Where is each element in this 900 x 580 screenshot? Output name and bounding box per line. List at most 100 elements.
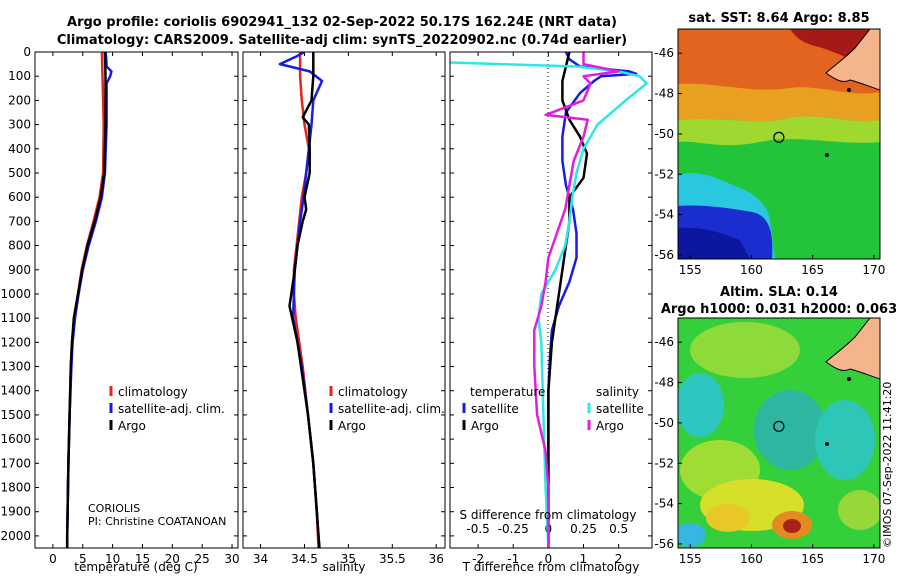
lon-tick-label: 165 — [801, 263, 824, 277]
difference-y-ticks — [450, 51, 652, 537]
salinity-panel: 34 34.5 35 35.5 36 salinity climatology sate… — [242, 51, 446, 574]
lon-tick-label: 170 — [862, 552, 885, 566]
x-tick-label: 0 — [49, 552, 57, 566]
lat-tick-label: -48 — [654, 87, 674, 101]
land-new-zealand — [825, 318, 880, 380]
salinity-legend: climatology satellite-adj. clim. Argo — [329, 385, 445, 433]
lon-tick-label: 165 — [801, 552, 824, 566]
lat-tick-label: -50 — [654, 416, 674, 430]
lon-tick-label: 160 — [740, 263, 763, 277]
sla-blob — [690, 322, 800, 378]
sla-map-title: Altim. SLA: 0.14 — [720, 285, 838, 300]
lon-tick-label: 155 — [679, 552, 702, 566]
x-tick-label: 35.5 — [379, 552, 406, 566]
x-tick-label: 5 — [79, 552, 87, 566]
lat-tick-label: -46 — [654, 46, 674, 60]
sst-map-lon-ticks: 155 160 165 170 — [679, 255, 885, 277]
lon-tick-label: 160 — [740, 552, 763, 566]
sst-map-title: sat. SST: 8.64 Argo: 8.85 — [688, 11, 869, 26]
x-tick-label: 0 — [545, 552, 553, 566]
sst-yellow-band — [678, 116, 880, 146]
imos-watermark: ©IMOS 07-Sep-2022 11:41:20 — [881, 382, 894, 548]
y-tick-label: 200 — [8, 93, 31, 107]
sla-map-panel: Altim. SLA: 0.14 Argo h1000: 0.031 h2000… — [654, 285, 897, 566]
series-salinity-argo — [533, 52, 620, 548]
legend-header-temperature: temperature — [470, 385, 545, 399]
y-tick-label: 700 — [8, 214, 31, 228]
legend-s-satellite: satellite — [596, 402, 644, 416]
series-salinity-satellite — [450, 61, 648, 548]
temperature-legend: climatology satellite-adj. clim. Argo — [109, 385, 225, 433]
y-tick-label: 1100 — [0, 311, 31, 325]
temperature-lines — [65, 52, 113, 548]
y-tick-label: 1200 — [0, 335, 31, 349]
island-marker — [825, 153, 829, 157]
lat-tick-label: -52 — [654, 167, 674, 181]
island-marker — [847, 88, 851, 92]
salinity-plot-area — [243, 52, 445, 548]
sla-blob — [754, 390, 826, 470]
lon-tick-label: 170 — [862, 263, 885, 277]
salinity-lines — [278, 52, 324, 548]
legend-satellite: satellite-adj. clim. — [118, 402, 225, 416]
y-tick-label: 1700 — [0, 456, 31, 470]
sla-blob — [838, 490, 880, 530]
lat-tick-label: -52 — [654, 456, 674, 470]
difference-plot-area — [450, 52, 652, 548]
y-tick-label: 2000 — [0, 529, 31, 543]
header-line-1: Argo profile: coriolis 6902941_132 02-Se… — [67, 15, 617, 30]
temperature-xlabel: temperature (deg C) — [74, 560, 197, 574]
x-tick-label: -1 — [507, 552, 519, 566]
sst-coldest-zone — [678, 227, 750, 259]
sst-map-panel: sat. SST: 8.64 Argo: 8.85 155 160 165 170 -… — [654, 11, 885, 277]
sst-map-frame — [677, 28, 881, 260]
sla-blob — [678, 523, 706, 547]
series-argo — [65, 52, 107, 548]
x-tick-label: 34 — [253, 552, 268, 566]
sst-field-blobs — [678, 29, 880, 259]
legend-climatology: climatology — [118, 385, 188, 399]
sla-map-lat-ticks: -46 -48 -50 -52 -54 -56 — [654, 335, 682, 551]
lat-tick-label: -54 — [654, 208, 674, 222]
temperature-panel: 0100200300400500600700800900100011001200… — [0, 45, 239, 574]
difference-legend: temperature salinity satellite Argo sate… — [462, 385, 644, 433]
lat-tick-label: -48 — [654, 376, 674, 390]
y-tick-label: 1000 — [0, 287, 31, 301]
credit-name: CORIOLIS — [88, 502, 140, 515]
y-tick-label: 1900 — [0, 505, 31, 519]
lon-tick-label: 155 — [679, 263, 702, 277]
series-argo — [288, 52, 321, 548]
legend-header-salinity: salinity — [596, 385, 639, 399]
sla-blob — [706, 504, 750, 532]
sla-map-frame — [677, 317, 881, 549]
y-tick-label: 100 — [8, 69, 31, 83]
x-tick-label: 10 — [105, 552, 120, 566]
lat-tick-label: -54 — [654, 497, 674, 511]
land-new-zealand — [825, 29, 880, 91]
y-tick-label: 600 — [8, 190, 31, 204]
lat-tick-label: -46 — [654, 335, 674, 349]
y-tick-label: 1800 — [0, 481, 31, 495]
header-line-2: Climatology: CARS2009. Satellite-adj cli… — [57, 33, 627, 48]
legend-t-satellite: satellite — [471, 402, 519, 416]
y-tick-label: 1600 — [0, 432, 31, 446]
s-tick-label: -0.25 — [498, 522, 529, 536]
sla-map-subtitle: Argo h1000: 0.031 h2000: 0.063 — [661, 302, 897, 317]
island-marker — [847, 377, 851, 381]
x-tick-label: 25 — [195, 552, 210, 566]
x-tick-label: 34.5 — [291, 552, 318, 566]
y-tick-label: 800 — [8, 239, 31, 253]
y-tick-label: 400 — [8, 142, 31, 156]
legend-satellite: satellite-adj. clim. — [338, 402, 445, 416]
temperature-plot-area — [35, 52, 238, 548]
sla-blob — [815, 400, 875, 480]
salinity-y-ticks — [243, 51, 445, 537]
y-tick-label: 300 — [8, 118, 31, 132]
x-tick-label: 30 — [224, 552, 239, 566]
legend-t-argo: Argo — [471, 419, 499, 433]
sla-field-blobs — [678, 322, 880, 547]
y-tick-label: 0 — [23, 45, 31, 59]
salinity-frame — [242, 51, 446, 549]
temperature-y-ticks: 0 100 200 300 400 500 600 700 800 900 1000 1100 1200… — [0, 45, 238, 543]
